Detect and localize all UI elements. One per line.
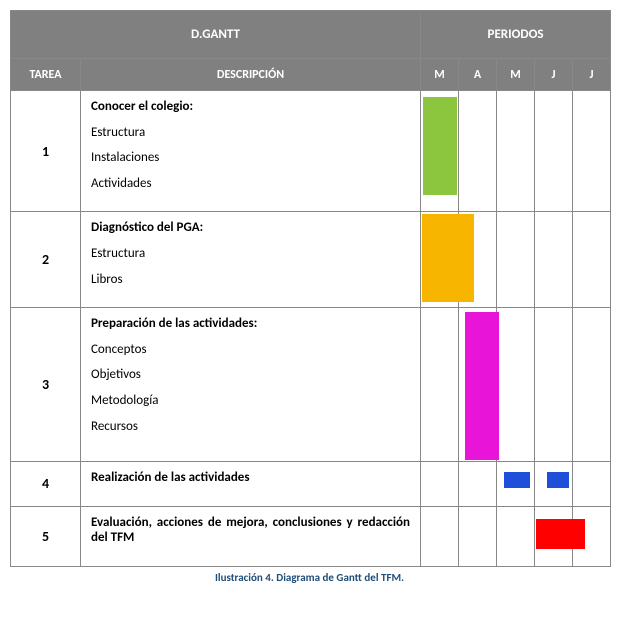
desc-sub: Estructura bbox=[91, 125, 410, 141]
table-row: 4 Realización de las actividades bbox=[11, 462, 611, 507]
period-cell bbox=[535, 308, 573, 462]
table-row: 3 Preparación de las actividades: Concepto… bbox=[11, 308, 611, 462]
desc-sub: Libros bbox=[91, 272, 410, 288]
figure-caption: Ilustración 4. Diagrama de Gantt del TFM… bbox=[10, 571, 609, 584]
tarea-number: 4 bbox=[11, 462, 81, 507]
header-tarea: TAREA bbox=[11, 59, 81, 91]
table-row: 5 Evaluación, acciones de mejora, conclus… bbox=[11, 506, 611, 566]
period-cell bbox=[497, 462, 535, 507]
gantt-table: D.GANTT PERIODOS TAREA DESCRIPCIÓN M A M… bbox=[10, 10, 611, 567]
header-periodos: PERIODOS bbox=[421, 11, 611, 59]
period-cell bbox=[421, 91, 459, 212]
tarea-description: Realización de las actividades bbox=[81, 462, 421, 507]
period-cell bbox=[421, 506, 459, 566]
header-descripcion: DESCRIPCIÓN bbox=[81, 59, 421, 91]
tarea-number: 5 bbox=[11, 506, 81, 566]
period-cell bbox=[497, 308, 535, 462]
period-cell bbox=[421, 212, 459, 308]
desc-title: Conocer el colegio: bbox=[91, 99, 410, 115]
tarea-number: 3 bbox=[11, 308, 81, 462]
desc-sub: Instalaciones bbox=[91, 150, 410, 166]
table-row: 2 Diagnóstico del PGA: Estructura Libros bbox=[11, 212, 611, 308]
header-period-0: M bbox=[421, 59, 459, 91]
tarea-description: Diagnóstico del PGA: Estructura Libros bbox=[81, 212, 421, 308]
period-cell bbox=[497, 91, 535, 212]
table-body: 1 Conocer el colegio: Estructura Instalacio… bbox=[11, 91, 611, 567]
period-cell bbox=[459, 462, 497, 507]
period-cell bbox=[573, 308, 611, 462]
desc-sub: Estructura bbox=[91, 246, 410, 262]
desc-title: Diagnóstico del PGA: bbox=[91, 220, 410, 236]
period-cell bbox=[459, 212, 497, 308]
desc-sub: Metodología bbox=[91, 393, 410, 409]
gantt-bar bbox=[423, 97, 457, 195]
header-period-2: M bbox=[497, 59, 535, 91]
period-cell bbox=[459, 506, 497, 566]
period-cell bbox=[421, 462, 459, 507]
header-period-3: J bbox=[535, 59, 573, 91]
desc-sub: Actividades bbox=[91, 176, 410, 192]
period-cell bbox=[459, 308, 497, 462]
tarea-description: Preparación de las actividades: Conceptos… bbox=[81, 308, 421, 462]
table-row: 1 Conocer el colegio: Estructura Instalacio… bbox=[11, 91, 611, 212]
desc-sub: Conceptos bbox=[91, 342, 410, 358]
tarea-description: Conocer el colegio: Estructura Instalacion… bbox=[81, 91, 421, 212]
period-cell bbox=[573, 462, 611, 507]
period-cell bbox=[421, 308, 459, 462]
period-cell bbox=[535, 212, 573, 308]
header-period-4: J bbox=[573, 59, 611, 91]
tarea-number: 1 bbox=[11, 91, 81, 212]
period-cell bbox=[573, 506, 611, 566]
period-cell bbox=[497, 506, 535, 566]
desc-sub: Objetivos bbox=[91, 367, 410, 383]
period-cell bbox=[573, 212, 611, 308]
table-header: D.GANTT PERIODOS TAREA DESCRIPCIÓN M A M… bbox=[11, 11, 611, 91]
desc-title: Realización de las actividades bbox=[91, 470, 410, 486]
desc-title: Evaluación, acciones de mejora, conclusi… bbox=[91, 515, 410, 546]
desc-sub: Recursos bbox=[91, 419, 410, 435]
period-cell bbox=[535, 506, 573, 566]
period-cell bbox=[535, 91, 573, 212]
period-cell bbox=[497, 212, 535, 308]
period-cell bbox=[459, 91, 497, 212]
header-gantt: D.GANTT bbox=[11, 11, 421, 59]
tarea-number: 2 bbox=[11, 212, 81, 308]
period-cell bbox=[535, 462, 573, 507]
header-period-1: A bbox=[459, 59, 497, 91]
tarea-description: Evaluación, acciones de mejora, conclusi… bbox=[81, 506, 421, 566]
period-cell bbox=[573, 91, 611, 212]
desc-title: Preparación de las actividades: bbox=[91, 316, 410, 332]
